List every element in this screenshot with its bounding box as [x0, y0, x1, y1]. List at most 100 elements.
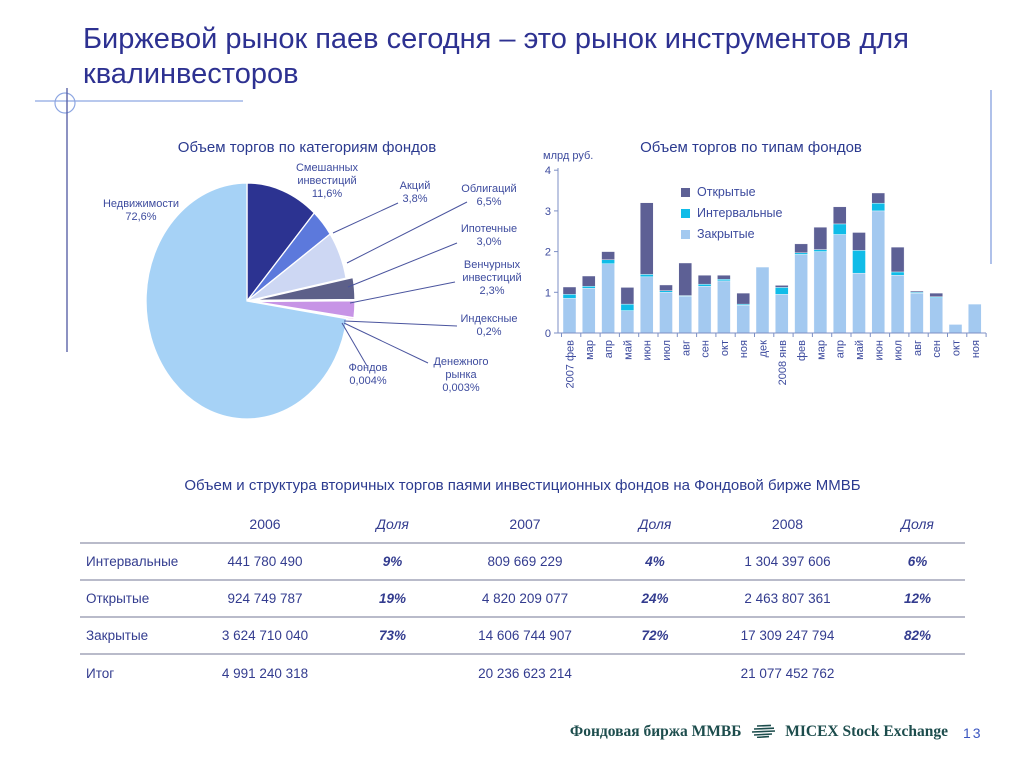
table-header-cell: 2007: [509, 515, 541, 532]
table-cell: 24%: [641, 591, 669, 606]
table-cell: 4 820 209 077: [481, 591, 569, 606]
table-cell: Закрытые: [86, 628, 149, 643]
legend-swatch-icon: [681, 229, 690, 239]
x-category-label: апр: [603, 340, 615, 358]
bar-chart-title: Объем торгов по типам фондов: [640, 139, 862, 156]
table-cell: 9%: [382, 554, 403, 569]
table-cell: 72%: [641, 628, 669, 643]
bar-segment-Открытые-авг: [910, 290, 924, 293]
x-category-label: апр: [835, 340, 847, 358]
pie-chart: Смешанных инвестиций 11,6% Акций 3,8% Обли…: [70, 160, 540, 435]
bar-segment-Закрытые-май: [852, 272, 866, 334]
bar-segment-Интервальные-июл: [890, 271, 905, 276]
bar-segment-Интервальные-мар: [582, 285, 596, 289]
pie-label-2: Акций 3,8%: [399, 180, 431, 205]
data-table: 2006 Доля 2007 Доля 2008 Доля Интервальные 441 …: [80, 505, 965, 692]
bar-segment-Закрытые-мар: [813, 251, 828, 334]
table-cell: 809 669 229: [487, 554, 563, 569]
table-cell: 3 624 710 040: [221, 628, 309, 643]
bar-segment-Открытые-фев: [794, 243, 808, 254]
bar-segment-Закрытые-ноя: [736, 305, 750, 334]
leader-venchurnye: [349, 281, 456, 304]
bar-segment-Интервальные-2007 фев: [562, 294, 577, 299]
legend-label: Интервальные: [697, 206, 783, 220]
footer-brand-en: MICEX Stock Exchange: [785, 723, 948, 740]
x-category-label: май: [854, 340, 866, 360]
pie-label-7: Фондов 0,004%: [348, 362, 388, 387]
pie-slice-3: [246, 233, 347, 302]
bar-segment-Закрытые-авг: [910, 292, 924, 334]
y-tick-label: 4: [545, 165, 551, 177]
table-cell: 2 463 807 361: [744, 591, 831, 606]
decor-circle: [54, 92, 76, 114]
bar-segment-Интервальные-июн: [639, 274, 654, 278]
pie-label-1: Смешанных инвестиций 11,6%: [295, 162, 359, 200]
table-title: Объем и структура вторичных торгов паями…: [184, 477, 861, 494]
bar-segment-Закрытые-апр: [601, 263, 615, 334]
leader-akcii: [332, 202, 399, 234]
x-category-label: ноя: [738, 340, 750, 358]
bar-segment-Интервальные-май: [852, 250, 866, 274]
legend-item-Открытые: Открытые: [681, 185, 782, 199]
bar-y-axis-unit-label: млрд руб.: [543, 150, 594, 162]
pie-slice-4: [253, 276, 356, 301]
x-category-label: май: [622, 340, 634, 360]
bar-segment-Открытые-июл: [659, 284, 673, 291]
table-cell: Открытые: [86, 591, 150, 606]
table-cell: 4%: [645, 554, 665, 569]
pie-slice-1: [246, 182, 316, 303]
legend-item-Закрытые: Закрытые: [681, 227, 782, 241]
bar-segment-Закрытые-июн: [639, 276, 654, 334]
table-header-cell: 2008: [771, 515, 804, 532]
table-cell: 20 236 623 214: [478, 666, 572, 681]
x-category-label: сен: [931, 340, 943, 358]
table-cell: 14 606 744 907: [478, 628, 572, 643]
x-category-label: фев: [796, 340, 808, 361]
bar-segment-Интервальные-июл: [659, 290, 673, 293]
legend-item-Интервальные: Интервальные: [681, 206, 782, 220]
legend-swatch-icon: [681, 187, 690, 197]
bar-segment-Закрытые-2007 фев: [562, 298, 577, 334]
legend-label: Закрытые: [697, 227, 755, 241]
bar-segment-Закрытые-дек: [755, 266, 770, 334]
bar-segment-Закрытые-июл: [890, 275, 905, 334]
pie-label-6: Индексные 0,2%: [460, 313, 518, 338]
bar-chart-legend: Открытые Интервальные Закрытые: [681, 185, 782, 248]
table-cell: 17 309 247 794: [740, 628, 835, 643]
table-cell: 1 304 397 606: [744, 554, 831, 569]
bar-segment-Открытые-июл: [890, 246, 905, 273]
table-header-cell: Доля: [901, 515, 934, 532]
table-row: Открытые 924 749 787 19% 4 820 209 077 24% 2 …: [80, 581, 965, 618]
bar-segment-Интервальные-фев: [794, 252, 808, 255]
x-category-label: июн: [873, 340, 885, 360]
leader-obligacii: [346, 201, 468, 264]
table-cell: 82%: [903, 628, 932, 643]
x-category-label: авг: [912, 340, 924, 356]
bar-segment-Закрытые-июл: [659, 292, 673, 334]
bar-segment-Интервальные-июн: [871, 202, 885, 212]
x-category-label: мар: [584, 340, 596, 360]
page-number: 13: [963, 725, 983, 741]
table-cell: 19%: [378, 591, 407, 606]
bar-segment-Открытые-май: [620, 287, 635, 305]
table-cell: Итог: [86, 666, 115, 681]
leader-denezhnogo: [343, 322, 429, 364]
bar-segment-Открытые-2008 янв: [775, 285, 789, 288]
y-tick-label: 0: [545, 328, 551, 340]
legend-label: Открытые: [697, 185, 756, 199]
leader-ipotechnye: [347, 242, 458, 288]
table-row: Итог 4 991 240 318 20 236 623 214 21 077 45…: [80, 655, 965, 692]
bar-segment-Интервальные-2008 янв: [775, 287, 789, 295]
footer-brand: Фондовая биржа ММВБ MICEX Stock Exchange: [540, 723, 948, 741]
table-header-cell: 2006: [249, 515, 281, 532]
bar-segment-Открытые-мар: [582, 275, 596, 287]
bar-segment-Закрытые-июн: [871, 210, 885, 334]
x-category-label: 2007 фев: [565, 340, 577, 389]
pie-chart-title: Объем торгов по категориям фондов: [177, 139, 437, 156]
bar-chart: 0 1 2 3 4 2007 фев мар апр май июн июл авг сен окт ноя…: [540, 160, 1000, 410]
bar-segment-Открытые-2007 фев: [562, 286, 577, 295]
slide-title: Биржевой рынок паев сегодня – это рынок …: [83, 23, 909, 90]
pie-slice-9: [145, 182, 348, 420]
bar-segment-Интервальные-май: [620, 303, 635, 311]
